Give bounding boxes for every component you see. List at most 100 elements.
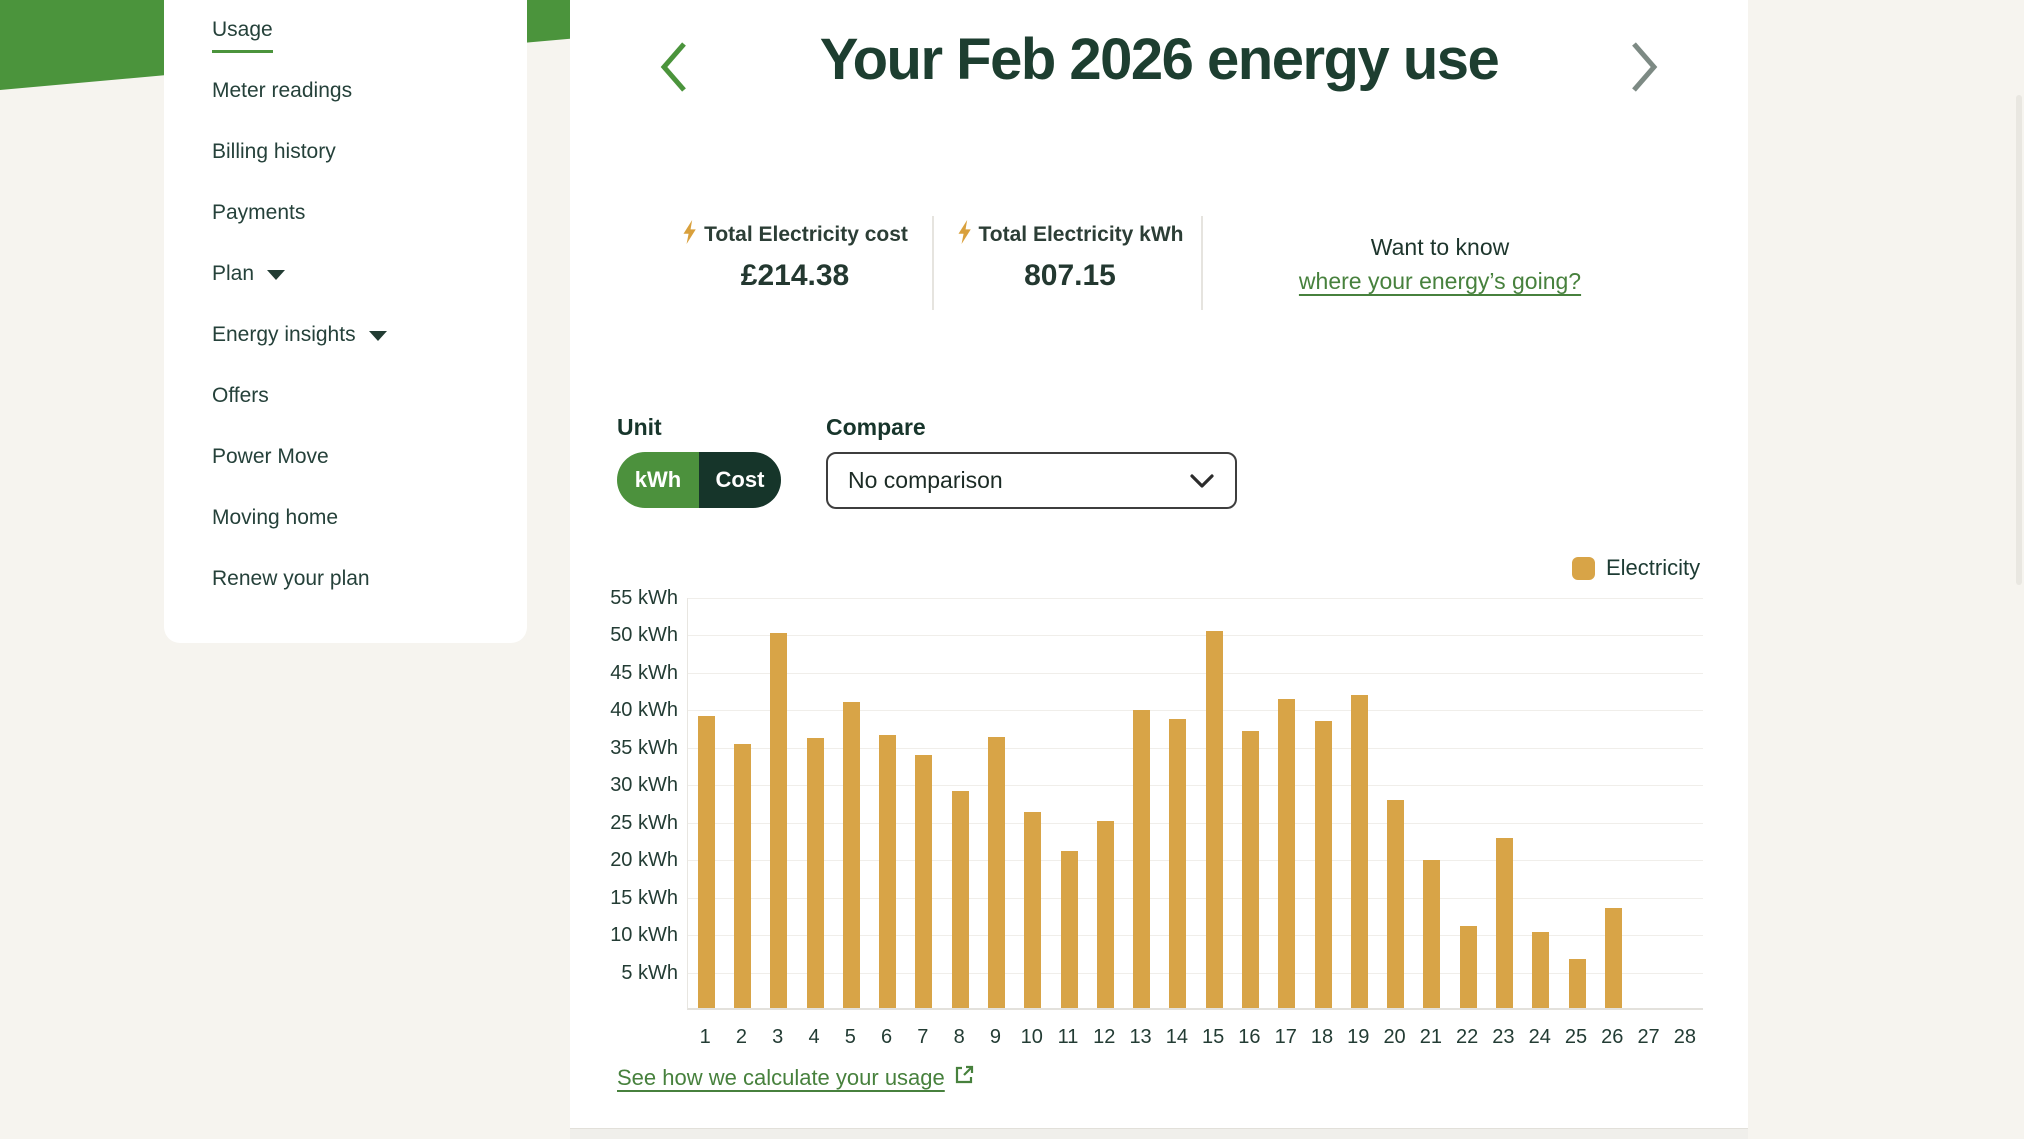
x-axis-tick-label: 1 <box>699 1026 711 1048</box>
gridline <box>688 972 1703 974</box>
page-title: Your Feb 2026 energy use <box>819 27 1500 92</box>
next-section-edge <box>570 1128 1748 1139</box>
stats-divider <box>1201 216 1203 310</box>
unit-label: Unit <box>617 414 662 440</box>
chevron-right-icon <box>1626 42 1662 99</box>
want-to-know-block: Want to know where your energy’s going? <box>1220 230 1660 298</box>
x-axis-tick-label: 18 <box>1310 1026 1334 1048</box>
sidebar-item-power-move[interactable]: Power Move <box>212 444 527 505</box>
electricity-bar-day-26[interactable] <box>1604 907 1622 1008</box>
sidebar-item-energy-insights[interactable]: Energy insights <box>212 322 527 383</box>
total-kwh-stat: Total Electricity kWh 807.15 <box>932 220 1208 293</box>
legend-label: Electricity <box>1606 555 1701 580</box>
x-axis-tick-label: 24 <box>1528 1026 1551 1048</box>
caret-down-icon <box>368 331 387 341</box>
y-axis-tick-label: 25 kWh <box>610 811 678 834</box>
electricity-bar-day-11[interactable] <box>1060 850 1078 1008</box>
electricity-bar-day-17[interactable] <box>1278 698 1296 1008</box>
main-panel: Your Feb 2026 energy use Total Electrici… <box>570 0 1748 1128</box>
electricity-bar-day-4[interactable] <box>806 738 824 1008</box>
y-axis-tick-label: 15 kWh <box>610 886 678 909</box>
calculate-usage-link[interactable]: See how we calculate your usage <box>617 1064 945 1090</box>
electricity-bar-day-19[interactable] <box>1350 694 1368 1008</box>
stat-value: £214.38 <box>740 259 850 292</box>
sidebar-item-meter-readings[interactable]: Meter readings <box>212 78 527 139</box>
total-cost-stat: Total Electricity cost £214.38 <box>648 220 942 293</box>
sidebar-item-offers[interactable]: Offers <box>212 383 527 444</box>
gridline <box>688 598 1703 599</box>
sidebar-item-moving-home[interactable]: Moving home <box>212 505 527 566</box>
sidebar-item-plan[interactable]: Plan <box>212 261 527 322</box>
chevron-down-icon <box>1189 473 1215 489</box>
electricity-bar-day-9[interactable] <box>987 736 1005 1008</box>
electricity-bar-day-20[interactable] <box>1387 799 1405 1008</box>
sidebar-item-usage[interactable]: Usage <box>212 17 527 78</box>
y-axis-tick-label: 5 kWh <box>621 961 678 984</box>
electricity-bar-day-13[interactable] <box>1133 709 1151 1008</box>
electricity-bar-day-25[interactable] <box>1568 958 1586 1008</box>
electricity-bar-day-8[interactable] <box>951 790 969 1008</box>
x-axis-tick-label: 2 <box>735 1026 747 1048</box>
electricity-bar-day-16[interactable] <box>1241 730 1259 1008</box>
sidebar-item-billing-history[interactable]: Billing history <box>212 139 527 200</box>
electricity-bar-day-21[interactable] <box>1423 859 1441 1008</box>
unit-toggle-cost[interactable]: Cost <box>699 452 781 508</box>
compare-label: Compare <box>826 414 926 440</box>
y-axis-tick-label: 10 kWh <box>610 924 678 947</box>
sidebar-nav: Usage Meter readings Billing history Paymen… <box>164 0 527 627</box>
y-axis-tick-label: 20 kWh <box>610 849 678 872</box>
electricity-bar-day-22[interactable] <box>1459 925 1477 1008</box>
x-axis-tick-label: 23 <box>1492 1026 1515 1048</box>
x-axis-tick-label: 15 <box>1202 1026 1225 1048</box>
scrollbar-thumb[interactable] <box>2016 95 2022 585</box>
external-link-icon <box>954 1064 975 1091</box>
sidebar-item-label: Moving home <box>212 506 339 529</box>
sidebar-item-label: Renew your plan <box>212 567 370 590</box>
electricity-bar-day-14[interactable] <box>1169 718 1187 1008</box>
x-axis-tick-label: 9 <box>989 1026 1001 1048</box>
electricity-bar-day-7[interactable] <box>915 754 933 1008</box>
y-axis-tick-label: 50 kWh <box>610 624 678 647</box>
electricity-bar-day-18[interactable] <box>1314 721 1332 1008</box>
energy-going-link[interactable]: where your energy’s going? <box>1298 268 1582 294</box>
sidebar-item-renew-your-plan[interactable]: Renew your plan <box>212 566 527 627</box>
caret-down-icon <box>267 270 286 280</box>
electricity-bar-day-1[interactable] <box>697 715 715 1008</box>
x-axis-tick-label: 27 <box>1637 1026 1660 1048</box>
x-axis-tick-label: 13 <box>1129 1026 1152 1048</box>
electricity-bar-day-5[interactable] <box>842 702 860 1008</box>
x-axis-tick-label: 6 <box>881 1026 893 1048</box>
electricity-bar-day-23[interactable] <box>1495 837 1513 1008</box>
sidebar-item-label: Offers <box>212 384 269 407</box>
x-axis-tick-label: 3 <box>772 1026 784 1048</box>
sidebar-item-label: Meter readings <box>212 79 353 102</box>
electricity-bar-day-2[interactable] <box>733 743 751 1008</box>
electricity-bar-day-6[interactable] <box>879 734 897 1008</box>
unit-toggle-kwh[interactable]: kWh <box>617 452 699 508</box>
electricity-bar-day-24[interactable] <box>1532 932 1550 1008</box>
lightning-bolt-icon <box>682 220 697 250</box>
electricity-bar-day-12[interactable] <box>1096 820 1114 1008</box>
x-axis-tick-label: 7 <box>917 1026 929 1048</box>
electricity-legend-swatch <box>1572 556 1595 580</box>
x-axis-tick-label: 8 <box>953 1026 965 1048</box>
lightning-bolt-icon <box>957 220 972 250</box>
next-month-button[interactable] <box>1624 38 1664 98</box>
x-axis-tick-label: 12 <box>1093 1026 1116 1048</box>
electricity-bar-day-3[interactable] <box>770 633 788 1008</box>
electricity-bar-day-10[interactable] <box>1024 811 1042 1008</box>
chart-legend: Electricity <box>1572 555 1700 581</box>
previous-month-button[interactable] <box>654 38 694 98</box>
x-axis-tick-label: 11 <box>1057 1026 1079 1048</box>
sidebar-item-payments[interactable]: Payments <box>212 200 527 261</box>
x-axis-tick-label: 21 <box>1419 1026 1442 1048</box>
sidebar-item-label: Usage <box>212 17 273 53</box>
gridline <box>688 822 1703 824</box>
electricity-bar-day-15[interactable] <box>1205 631 1223 1008</box>
gridline <box>688 860 1703 862</box>
calculate-usage-link-row: See how we calculate your usage <box>617 1064 975 1091</box>
sidebar-item-label: Billing history <box>212 140 336 163</box>
gridline <box>688 785 1703 787</box>
compare-dropdown[interactable]: No comparison <box>826 452 1237 509</box>
